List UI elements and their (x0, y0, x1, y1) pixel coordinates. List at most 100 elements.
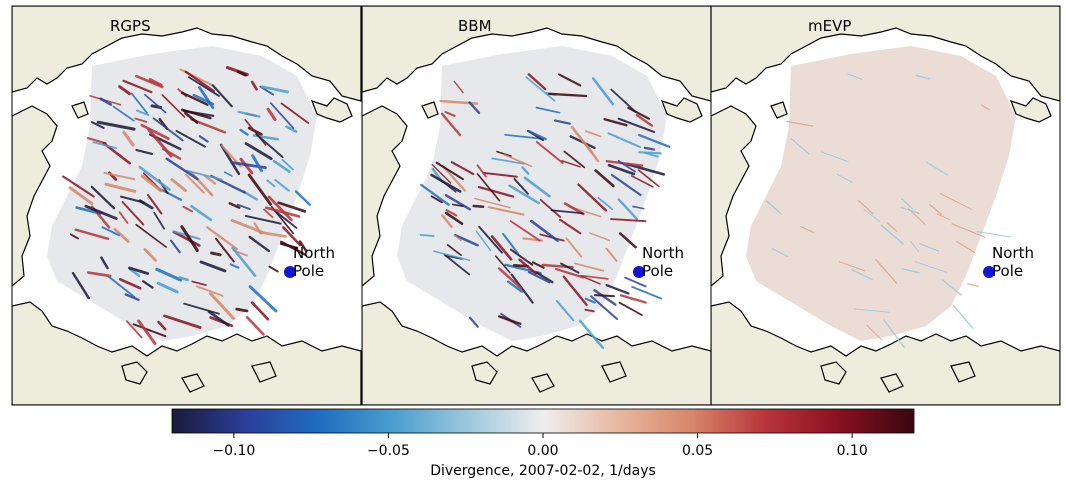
divergence-feature (230, 218, 264, 234)
divergence-feature (214, 237, 235, 263)
divergence-feature (84, 204, 118, 220)
divergence-feature (578, 319, 605, 350)
divergence-feature (643, 146, 656, 151)
divergence-feature (929, 203, 942, 216)
land-polygon (421, 101, 439, 119)
divergence-feature (584, 297, 596, 304)
divergence-feature (497, 315, 522, 325)
divergence-features (419, 73, 671, 350)
divergence-feature (113, 227, 130, 243)
divergence-feature (563, 150, 586, 169)
divergence-feature (140, 123, 170, 140)
divergence-feature (976, 230, 1011, 238)
divergence-feature (266, 179, 276, 188)
divergence-feature (198, 135, 209, 143)
divergence-feature (443, 253, 471, 276)
colorbar-tick-label: 0.05 (682, 443, 713, 459)
divergence-feature (248, 235, 271, 253)
land-masses (362, 6, 711, 405)
divergence-feature (510, 273, 534, 304)
divergence-feature (925, 161, 949, 176)
divergence-feature (847, 73, 863, 80)
divergence-feature (128, 266, 150, 275)
divergence-feature (122, 79, 153, 94)
divergence-feature (503, 153, 533, 168)
divergence-feature (631, 175, 654, 188)
divergence-feature (585, 130, 602, 138)
land-polygon (601, 361, 627, 383)
divergence-feature (594, 169, 615, 188)
divergence-feature (836, 173, 853, 183)
land-masses (12, 6, 362, 405)
divergence-feature (624, 276, 647, 288)
pole-label-line2: Pole (992, 262, 1023, 280)
divergence-feature (99, 97, 113, 106)
divergence-feature (854, 308, 890, 313)
divergence-feature (476, 164, 487, 178)
divergence-feature (260, 85, 289, 94)
divergence-feature (593, 294, 615, 298)
divergence-feature (561, 160, 581, 168)
divergence-feature (548, 92, 588, 98)
divergence-feature (638, 151, 662, 155)
divergence-feature (87, 271, 112, 278)
divergence-feature (236, 70, 247, 77)
divergence-feature (419, 234, 435, 237)
divergence-feature (626, 163, 666, 176)
divergence-feature (90, 121, 105, 130)
divergence-feature (475, 230, 492, 252)
divergence-feature (274, 178, 290, 192)
divergence-feature (953, 305, 974, 329)
divergence-feature (506, 280, 524, 293)
divergence-feature (161, 94, 186, 118)
divergence-feature (181, 91, 209, 106)
divergence-feature (981, 104, 990, 111)
divergence-feature (143, 248, 157, 262)
divergence-feature (209, 292, 235, 320)
divergence-feature (555, 267, 585, 279)
divergence-feature (245, 316, 265, 336)
ice-cover (397, 46, 667, 341)
divergence-feature (219, 143, 241, 176)
panel-title-bbm: BBM (458, 17, 492, 35)
divergence-feature (523, 176, 551, 198)
divergence-feature (496, 150, 512, 157)
divergence-feature (618, 301, 643, 316)
divergence-feature (580, 275, 601, 285)
divergence-feature (433, 250, 471, 262)
divergence-feature (559, 218, 582, 235)
divergence-feature (96, 120, 136, 131)
divergence-feature (191, 280, 207, 287)
divergence-feature (900, 206, 920, 215)
divergence-feature (765, 200, 782, 215)
divergence-feature (605, 284, 630, 295)
divergence-feature (513, 178, 529, 195)
divergence-feature (228, 202, 241, 209)
divergence-feature (617, 198, 638, 221)
divergence-feature (508, 184, 540, 205)
map-panel-bbm (362, 6, 711, 405)
divergence-feature (190, 204, 213, 222)
divergence-feature (453, 80, 464, 94)
divergence-feature (180, 225, 199, 253)
divergence-feature (597, 196, 614, 211)
land-polygon (880, 373, 904, 393)
divergence-feature (839, 261, 866, 272)
divergence-feature (559, 262, 580, 274)
colorbar-tick-label: −0.05 (367, 443, 410, 459)
divergence-feature (130, 92, 148, 114)
divergence-feature (851, 269, 873, 281)
divergence-feature (185, 173, 205, 194)
colorbar: −0.10 −0.05 0.00 0.05 0.10 Divergence, 2007-… (171, 408, 915, 479)
divergence-feature (937, 213, 951, 221)
divergence-feature (250, 80, 258, 91)
divergence-feature (223, 171, 233, 177)
divergence-feature (255, 133, 284, 159)
divergence-feature (244, 142, 273, 161)
divergence-feature (180, 108, 212, 120)
divergence-feature (178, 276, 189, 282)
divergence-feature (188, 76, 220, 97)
divergence-feature (476, 173, 501, 202)
divergence-feature (248, 285, 278, 313)
divergence-feature (590, 295, 619, 321)
